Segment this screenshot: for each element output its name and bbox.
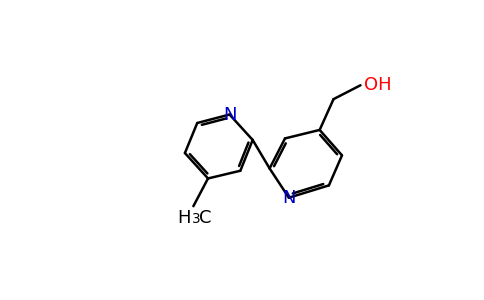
Text: C: C <box>199 209 212 227</box>
Text: 3: 3 <box>192 212 200 226</box>
Text: N: N <box>223 106 236 124</box>
Text: OH: OH <box>363 76 391 94</box>
Text: H: H <box>177 209 190 227</box>
Text: N: N <box>282 189 296 207</box>
